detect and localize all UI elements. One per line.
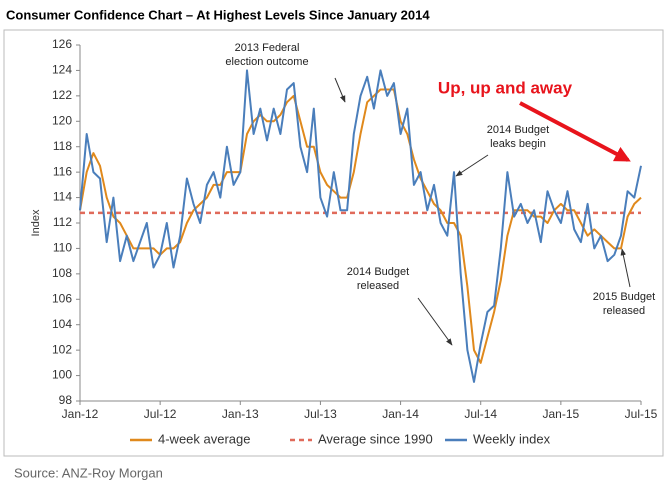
chart-title: Consumer Confidence Chart – At Highest L… bbox=[6, 7, 430, 22]
annotation: Up, up and away bbox=[438, 78, 573, 97]
y-tick-label: 110 bbox=[53, 241, 72, 255]
annotation: 2013 Federal bbox=[235, 42, 300, 54]
annotation: released bbox=[603, 305, 645, 317]
x-tick-label: Jul-12 bbox=[144, 407, 177, 421]
y-tick-label: 108 bbox=[52, 266, 72, 280]
y-tick-label: 112 bbox=[53, 215, 72, 229]
annotation: leaks begin bbox=[490, 138, 546, 150]
y-tick-label: 98 bbox=[59, 393, 73, 407]
x-tick-label: Jul-15 bbox=[625, 407, 658, 421]
line-series bbox=[79, 69, 642, 383]
x-tick-label: Jan-14 bbox=[382, 407, 419, 421]
y-tick-label: 124 bbox=[52, 63, 72, 77]
y-tick-label: 118 bbox=[53, 139, 72, 153]
y-tick-label: 102 bbox=[52, 342, 72, 356]
x-tick-label: Jan-15 bbox=[543, 407, 580, 421]
chart-frame bbox=[3, 29, 664, 457]
annotation: 2014 Budget bbox=[347, 266, 409, 278]
x-tick-label: Jul-13 bbox=[304, 407, 337, 421]
line-series bbox=[79, 88, 642, 364]
y-tick-label: 122 bbox=[52, 88, 72, 102]
y-tick-label: 126 bbox=[52, 37, 72, 51]
annotation: released bbox=[357, 280, 399, 292]
y-tick-label: 114 bbox=[53, 190, 72, 204]
y-tick-label: 116 bbox=[53, 164, 72, 178]
annotation-arrow bbox=[620, 248, 631, 288]
legend-label: Weekly index bbox=[473, 431, 551, 446]
source: Source: ANZ-Roy Morgan bbox=[14, 465, 163, 480]
annotation: election outcome bbox=[225, 56, 308, 68]
annotation-arrow bbox=[334, 77, 346, 103]
y-tick-label: 100 bbox=[52, 368, 72, 382]
annotation: 2014 Budget bbox=[487, 124, 549, 136]
annotation: 2015 Budget bbox=[593, 291, 655, 303]
legend-label: 4-week average bbox=[158, 431, 251, 446]
annotation-arrow bbox=[417, 297, 453, 346]
x-tick-label: Jan-12 bbox=[62, 407, 99, 421]
annotation-arrow bbox=[455, 154, 489, 177]
y-tick-label: 104 bbox=[52, 317, 72, 331]
y-tick-label: 120 bbox=[52, 113, 72, 127]
legend-label: Average since 1990 bbox=[318, 431, 433, 446]
x-tick-label: Jul-14 bbox=[464, 407, 497, 421]
annotation-arrow bbox=[519, 101, 631, 162]
y-axis-label: Index bbox=[30, 209, 42, 236]
y-tick-label: 106 bbox=[52, 291, 72, 305]
x-tick-label: Jan-13 bbox=[222, 407, 259, 421]
